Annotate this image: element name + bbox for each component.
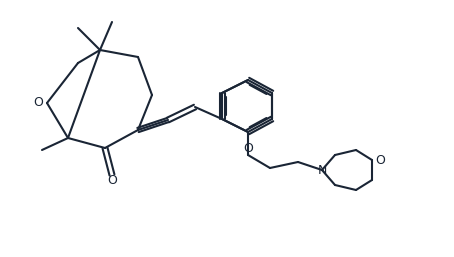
Text: N: N <box>317 163 327 177</box>
Text: O: O <box>33 96 43 109</box>
Text: O: O <box>375 153 385 167</box>
Text: O: O <box>243 142 253 154</box>
Text: O: O <box>107 173 117 187</box>
